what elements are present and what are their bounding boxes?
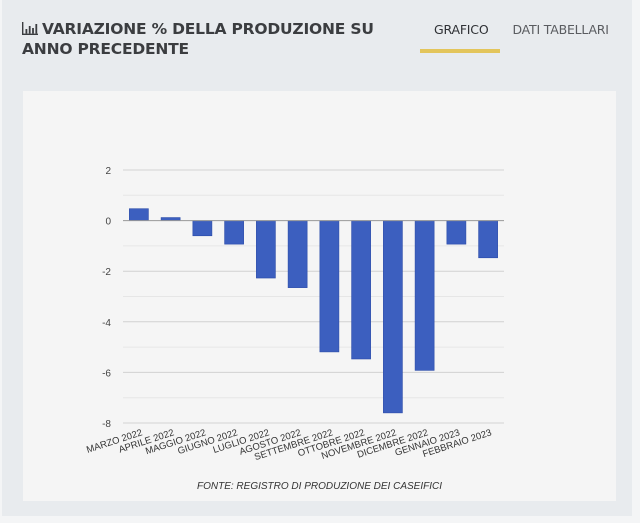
tab-dati-tabellari[interactable]: DATI TABELLARI: [512, 22, 609, 37]
bar-giugno-2022: [224, 220, 244, 245]
chart-source-note: FONTE: REGISTRO DI PRODUZIONE DEI CASEIF…: [196, 481, 443, 492]
bar-dicembre-2022: [414, 220, 435, 371]
y-tick-label: 2: [105, 166, 111, 177]
chart-title: VARIAZIONE % DELLA PRODUZIONE SU ANNO PR…: [22, 19, 402, 59]
y-tick-label: 0: [105, 217, 111, 228]
bar-maggio-2022: [192, 220, 213, 237]
view-tabs: GRAFICO DATI TABELLARI: [420, 22, 609, 53]
bar-novembre-2022: [383, 220, 403, 414]
y-tick-label: -4: [102, 318, 111, 329]
y-tick-label: -2: [102, 267, 111, 278]
y-tick-label: -8: [102, 419, 111, 430]
chart-card: 2 0 -2 -4 -6 -8 MARZO 2022 APRILE 2022 MAGGIO 20…: [23, 91, 616, 501]
y-tick-label: -6: [102, 368, 111, 379]
bar-febbraio-2023: [478, 220, 498, 259]
bar-ottobre-2022: [351, 220, 371, 360]
bar-marzo-2022: [129, 208, 149, 221]
bar-agosto-2022: [287, 220, 308, 288]
bar-chart-icon: [22, 22, 38, 35]
chart-panel: VARIAZIONE % DELLA PRODUZIONE SU ANNO PR…: [2, 0, 632, 516]
bar-settembre-2022: [319, 220, 340, 353]
tab-grafico[interactable]: GRAFICO: [420, 22, 501, 53]
bar-gennaio-2023: [446, 220, 467, 245]
bar-luglio-2022: [256, 220, 276, 279]
chart-title-text: VARIAZIONE % DELLA PRODUZIONE SU ANNO PR…: [22, 20, 374, 58]
